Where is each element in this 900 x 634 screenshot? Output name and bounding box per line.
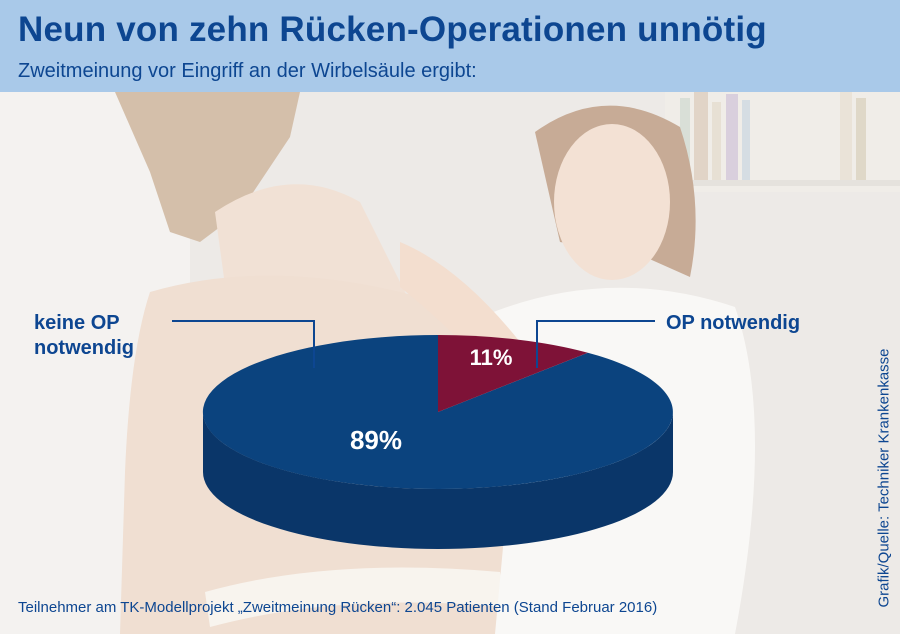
leader-line-op-notwendig xyxy=(536,320,655,368)
leader-line-keine-op xyxy=(172,320,315,368)
book xyxy=(694,92,708,180)
pie-slice-op-notwendig xyxy=(438,335,588,412)
category-label-line: notwendig xyxy=(34,337,134,359)
book xyxy=(726,94,738,180)
pie-side-keine-op xyxy=(203,412,673,549)
shelf-board xyxy=(665,180,900,186)
footer-note: Teilnehmer am TK-Modellprojekt „Zweitmei… xyxy=(18,599,658,616)
pie-slice-keine-op xyxy=(202,335,673,489)
category-label-line: OP notwendig xyxy=(666,312,800,334)
patient-hair xyxy=(115,92,300,242)
book xyxy=(712,102,721,180)
category-label-line: keine OP xyxy=(34,312,119,334)
book xyxy=(742,100,750,180)
book xyxy=(840,92,852,180)
book xyxy=(856,98,866,180)
value-label-keine-op: 89% xyxy=(350,425,402,455)
header-band xyxy=(0,0,900,92)
patient-bra-strap xyxy=(205,567,505,627)
category-label-op-notwendig: OP notwendig xyxy=(666,312,800,334)
chart-title: Neun von zehn Rücken-Operationen unnötig xyxy=(18,10,767,49)
value-label-op-notwendig: 11% xyxy=(470,345,513,370)
chart-subtitle: Zweitmeinung vor Eingriff an der Wirbels… xyxy=(18,60,477,82)
doctor-face xyxy=(554,124,670,280)
source-credit: Grafik/Quelle: Techniker Krankenkasse xyxy=(875,348,893,608)
book xyxy=(680,98,690,180)
category-label-keine-op: keine OP notwendig xyxy=(34,312,134,359)
